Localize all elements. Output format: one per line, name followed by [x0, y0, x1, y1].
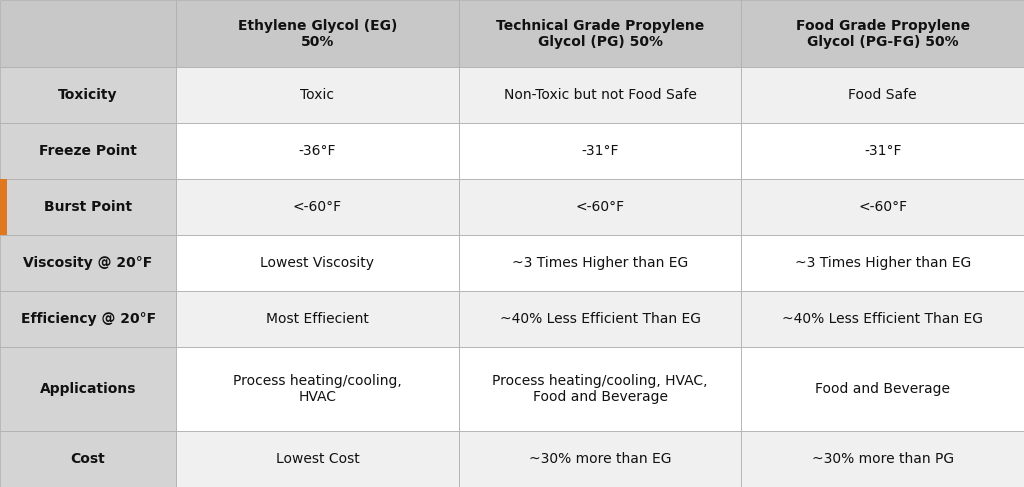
- Text: ~3 Times Higher than EG: ~3 Times Higher than EG: [512, 256, 688, 270]
- Bar: [0, 431, 176, 487]
- Bar: [741, 67, 1024, 123]
- Bar: [459, 67, 741, 123]
- Bar: [459, 179, 741, 235]
- Text: Process heating/cooling,
HVAC: Process heating/cooling, HVAC: [233, 374, 401, 404]
- Bar: [459, 431, 741, 487]
- Bar: [0, 0, 176, 67]
- Bar: [0, 67, 176, 123]
- Text: ~30% more than PG: ~30% more than PG: [812, 452, 953, 466]
- Text: Food Safe: Food Safe: [848, 88, 918, 102]
- Bar: [0, 291, 176, 347]
- Text: ~40% Less Efficient Than EG: ~40% Less Efficient Than EG: [500, 312, 700, 326]
- Bar: [0, 123, 176, 179]
- Text: Toxicity: Toxicity: [58, 88, 118, 102]
- Bar: [741, 291, 1024, 347]
- Bar: [0, 235, 176, 291]
- Text: Cost: Cost: [71, 452, 105, 466]
- Text: ~30% more than EG: ~30% more than EG: [528, 452, 672, 466]
- Bar: [0, 347, 176, 431]
- Bar: [459, 235, 741, 291]
- Bar: [176, 123, 459, 179]
- Bar: [741, 431, 1024, 487]
- Bar: [176, 179, 459, 235]
- Text: Food Grade Propylene
Glycol (PG-FG) 50%: Food Grade Propylene Glycol (PG-FG) 50%: [796, 19, 970, 49]
- Text: Applications: Applications: [40, 382, 136, 396]
- Text: Lowest Cost: Lowest Cost: [275, 452, 359, 466]
- Text: Viscosity @ 20°F: Viscosity @ 20°F: [24, 256, 153, 270]
- Bar: [176, 235, 459, 291]
- Text: Most Effiecient: Most Effiecient: [266, 312, 369, 326]
- Text: <-60°F: <-60°F: [293, 200, 342, 214]
- Bar: [459, 0, 741, 67]
- Text: -36°F: -36°F: [299, 144, 336, 158]
- Bar: [459, 123, 741, 179]
- Text: Ethylene Glycol (EG)
50%: Ethylene Glycol (EG) 50%: [238, 19, 397, 49]
- Bar: [741, 179, 1024, 235]
- Bar: [741, 123, 1024, 179]
- Text: Food and Beverage: Food and Beverage: [815, 382, 950, 396]
- Text: Process heating/cooling, HVAC,
Food and Beverage: Process heating/cooling, HVAC, Food and …: [493, 374, 708, 404]
- Bar: [0, 179, 176, 235]
- Bar: [459, 347, 741, 431]
- Text: Lowest Viscosity: Lowest Viscosity: [260, 256, 375, 270]
- Text: -31°F: -31°F: [864, 144, 901, 158]
- Bar: [741, 0, 1024, 67]
- Text: Non-Toxic but not Food Safe: Non-Toxic but not Food Safe: [504, 88, 696, 102]
- Text: Technical Grade Propylene
Glycol (PG) 50%: Technical Grade Propylene Glycol (PG) 50…: [496, 19, 705, 49]
- Bar: [459, 291, 741, 347]
- Text: -31°F: -31°F: [582, 144, 618, 158]
- Text: ~40% Less Efficient Than EG: ~40% Less Efficient Than EG: [782, 312, 983, 326]
- Text: ~3 Times Higher than EG: ~3 Times Higher than EG: [795, 256, 971, 270]
- Bar: [176, 291, 459, 347]
- Bar: [176, 67, 459, 123]
- Text: <-60°F: <-60°F: [858, 200, 907, 214]
- Bar: [176, 347, 459, 431]
- Bar: [741, 235, 1024, 291]
- Text: Efficiency @ 20°F: Efficiency @ 20°F: [20, 312, 156, 326]
- Text: <-60°F: <-60°F: [575, 200, 625, 214]
- Bar: [0, 179, 7, 235]
- Bar: [176, 431, 459, 487]
- Text: Burst Point: Burst Point: [44, 200, 132, 214]
- Text: Freeze Point: Freeze Point: [39, 144, 137, 158]
- Bar: [741, 347, 1024, 431]
- Text: Toxic: Toxic: [300, 88, 335, 102]
- Bar: [176, 0, 459, 67]
